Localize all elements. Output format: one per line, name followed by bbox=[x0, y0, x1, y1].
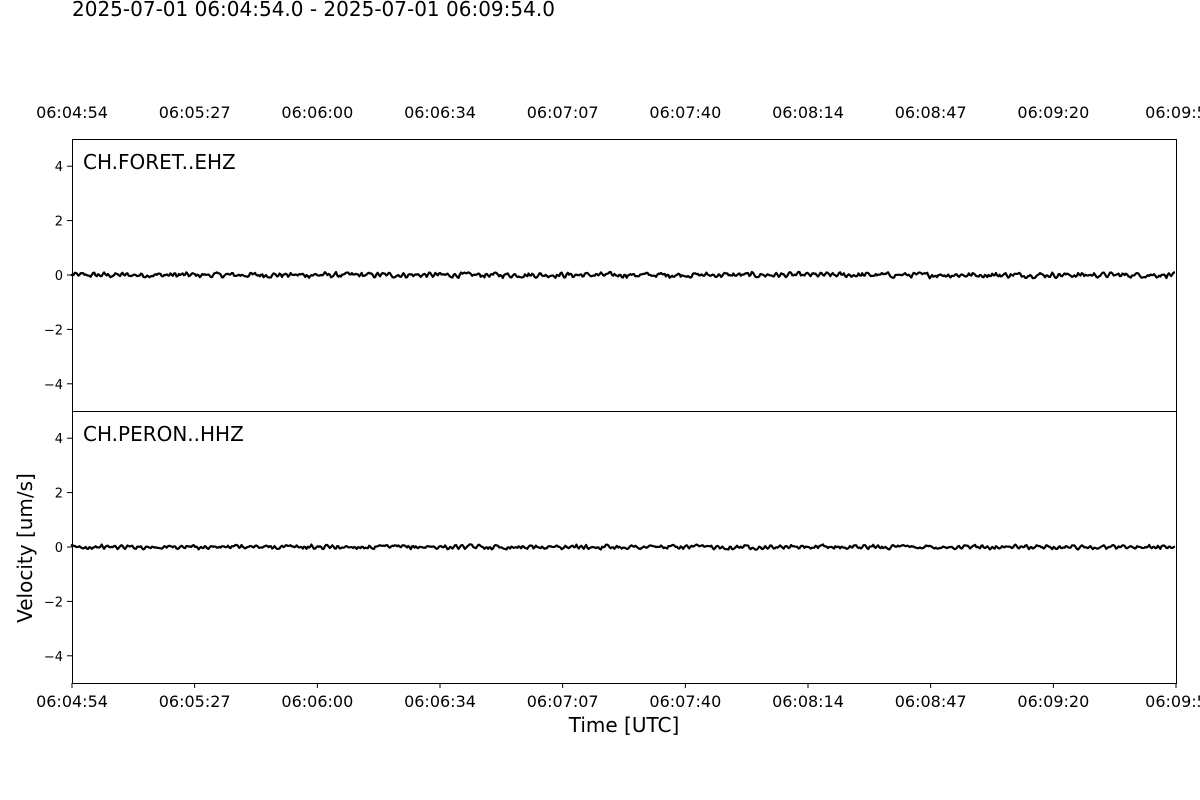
top-x-tick-label: 06:05:27 bbox=[159, 103, 231, 122]
y-tick-label: −4 bbox=[44, 378, 63, 393]
top-x-tick-label: 06:08:47 bbox=[895, 103, 967, 122]
series-label-peron: CH.PERON..HHZ bbox=[83, 422, 244, 446]
y-tick-label: 2 bbox=[55, 215, 63, 230]
bottom-x-tick-label: 06:08:47 bbox=[895, 692, 967, 711]
top-x-tick-label: 06:07:07 bbox=[527, 103, 599, 122]
bottom-x-tick-label: 06:09:5 bbox=[1145, 692, 1200, 711]
top-x-tick-label: 06:09:5 bbox=[1145, 103, 1200, 122]
top-x-tick-label: 06:08:14 bbox=[772, 103, 844, 122]
trace-foret bbox=[70, 270, 1176, 280]
chart-title: 2025-07-01 06:04:54.0 - 2025-07-01 06:09… bbox=[72, 0, 555, 21]
panel-foret-y-ticks: 4 2 0 −2 −4 bbox=[44, 160, 72, 393]
top-x-tick-label: 06:06:00 bbox=[281, 103, 353, 122]
y-tick-label: 0 bbox=[55, 541, 63, 556]
y-tick-label: 4 bbox=[55, 432, 63, 447]
bottom-x-tick-label: 06:06:34 bbox=[404, 692, 476, 711]
x-axis-label: Time [UTC] bbox=[568, 713, 680, 737]
panel-peron-frame bbox=[72, 411, 1177, 684]
top-x-tick-label: 06:07:40 bbox=[649, 103, 721, 122]
bottom-x-tick-label: 06:06:00 bbox=[281, 692, 353, 711]
y-tick-label: 2 bbox=[55, 487, 63, 502]
top-x-tick-labels: 06:04:54 06:05:27 06:06:00 06:06:34 06:07:07… bbox=[36, 103, 1200, 122]
trace-peron bbox=[70, 543, 1176, 551]
y-tick-label: 0 bbox=[55, 269, 63, 284]
top-x-tick-label: 06:04:54 bbox=[36, 103, 108, 122]
series-label-foret: CH.FORET..EHZ bbox=[83, 150, 236, 174]
panel-peron-y-ticks: 4 2 0 −2 −4 bbox=[44, 432, 72, 665]
bottom-x-tick-label: 06:08:14 bbox=[772, 692, 844, 711]
bottom-x-tick-label: 06:05:27 bbox=[159, 692, 231, 711]
y-tick-label: −2 bbox=[44, 323, 63, 338]
y-tick-label: −2 bbox=[44, 595, 63, 610]
bottom-x-tick-label: 06:09:20 bbox=[1017, 692, 1089, 711]
top-x-tick-label: 06:09:20 bbox=[1017, 103, 1089, 122]
bottom-x-tick-label: 06:07:07 bbox=[527, 692, 599, 711]
panel-foret: CH.FORET..EHZ 4 2 0 −2 −4 bbox=[44, 139, 1177, 412]
y-tick-label: 4 bbox=[55, 160, 63, 175]
bottom-x-ticks: 06:04:54 06:05:27 06:06:00 06:06:34 06:07:07… bbox=[36, 683, 1200, 711]
bottom-x-tick-label: 06:07:40 bbox=[649, 692, 721, 711]
y-axis-label: Velocity [um/s] bbox=[13, 473, 37, 623]
panel-peron: CH.PERON..HHZ 4 2 0 −2 −4 bbox=[44, 411, 1177, 684]
top-x-tick-label: 06:06:34 bbox=[404, 103, 476, 122]
bottom-x-tick-label: 06:04:54 bbox=[36, 692, 108, 711]
y-tick-label: −4 bbox=[44, 650, 63, 665]
